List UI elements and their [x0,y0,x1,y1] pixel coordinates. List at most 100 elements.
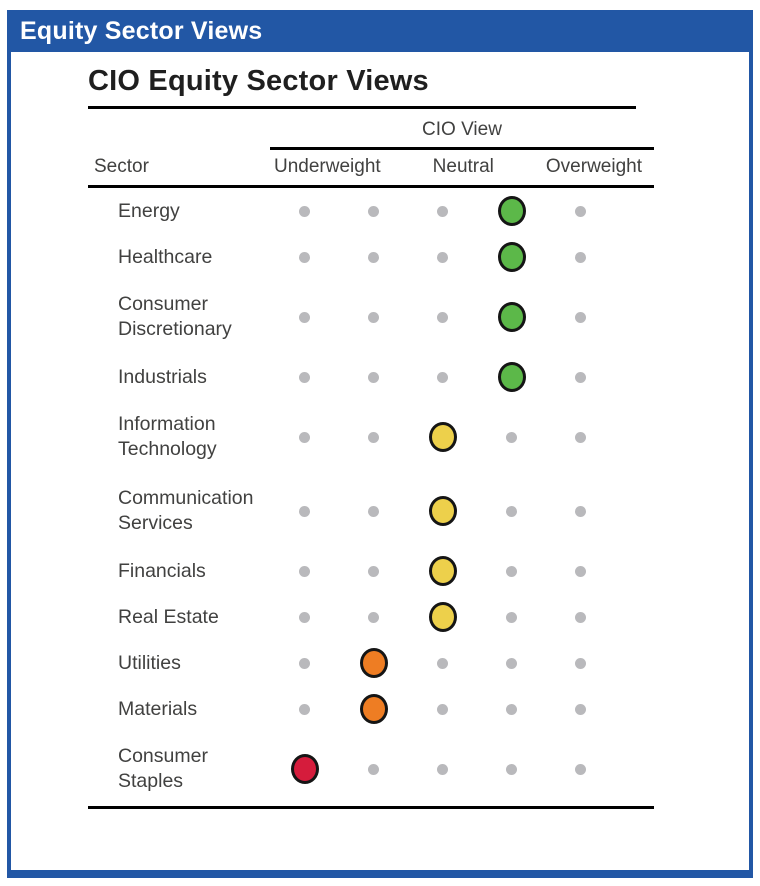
dot-cell [339,196,408,226]
dot-cell [477,496,546,526]
dot-cell [270,242,339,272]
cio-view-header-group: CIO View Underweight Neutral Overweight [270,109,654,185]
rating-dot-active [497,242,526,273]
rating-dot-scale [270,694,615,725]
dot-cell [270,694,339,724]
dot-cell [546,422,615,452]
dot-cell [477,754,546,784]
rating-dot [368,505,379,517]
cio-view-label: CIO View [422,119,502,141]
rating-dot [506,657,517,669]
rating-dot-active [497,362,526,393]
dot-cell [546,754,615,784]
rating-dot [437,763,448,775]
dot-cell [270,556,339,586]
dot-cell [546,196,615,226]
table-row: Communication Services [88,474,654,548]
header-bottom-rule [88,185,654,189]
rating-dot [299,371,310,383]
table-row: Consumer Discretionary [88,280,654,354]
table-title: CIO Equity Sector Views [88,65,429,97]
dot-cell [408,754,477,784]
sector-label: Financials [118,559,206,582]
title-underline [88,106,636,110]
table-bottom-rule [88,806,654,810]
rating-dot [368,205,379,217]
dot-cell [546,496,615,526]
dot-cell [477,302,546,333]
rating-dot [506,431,517,443]
rating-dot [299,611,310,623]
rating-dot-scale [270,602,615,633]
scale-label-overweight: Overweight [545,156,642,178]
dot-cell [546,602,615,632]
rating-dot-scale [270,422,615,453]
sector-label: Materials [118,697,198,720]
dot-cell [477,196,546,227]
dot-cell [270,302,339,332]
dot-cell [270,422,339,452]
rating-dot [437,371,448,383]
rating-dot [575,311,586,323]
rating-dot [299,657,310,669]
dot-cell [408,496,477,527]
sector-label: Industrials [118,365,207,388]
rating-dot-scale [270,302,615,333]
rating-dot [437,251,448,263]
rating-dot-active [359,648,388,679]
sector-column-header: Sector [94,156,149,178]
table-rows: Energy Healthcare Consumer Discretionary In… [88,188,654,806]
dot-cell [477,362,546,393]
rating-dot [575,657,586,669]
rating-dot-scale [270,362,615,393]
dot-cell [408,422,477,453]
dot-cell [546,556,615,586]
rating-dot [437,205,448,217]
rating-dot-scale [270,648,615,679]
dot-cell [270,648,339,678]
dot-cell [408,196,477,226]
rating-dot [506,611,517,623]
rating-dot [437,703,448,715]
dot-cell [339,422,408,452]
rating-dot [575,251,586,263]
dot-cell [477,242,546,273]
rating-dot [437,657,448,669]
rating-dot [575,565,586,577]
dot-cell [270,602,339,632]
rating-dot [368,311,379,323]
rating-dot [368,763,379,775]
rating-dot [575,703,586,715]
table-row: Industrials [88,354,654,400]
panel-title: Equity Sector Views [20,16,263,45]
scale-label-neutral: Neutral [432,156,494,178]
dot-cell [546,362,615,392]
dot-cell [339,754,408,784]
dot-cell [477,648,546,678]
rating-dot [575,611,586,623]
rating-dot [299,505,310,517]
rating-dot [299,205,310,217]
dot-cell [408,694,477,724]
rating-dot [575,205,586,217]
rating-dot-active [428,496,457,527]
sector-label: Healthcare [118,245,213,268]
panel-body: CIO Equity Sector Views Sector CIO View … [11,65,749,810]
sector-label: Utilities [118,651,181,674]
dot-cell [339,302,408,332]
rating-dot-active [428,602,457,633]
rating-dot-scale [270,496,615,527]
dot-cell [270,496,339,526]
sector-label: Real Estate [118,605,219,628]
table-row: Healthcare [88,234,654,280]
table-row: Consumer Staples [88,732,654,806]
sector-label: Information Technology [118,413,217,461]
dot-cell [408,602,477,633]
equity-sector-views-panel: Equity Sector Views CIO Equity Sector Vi… [7,10,753,878]
dot-cell [339,694,408,725]
table-row: Real Estate [88,594,654,640]
rating-dot [506,565,517,577]
sector-label: Energy [118,199,180,222]
rating-dot-active [359,694,388,725]
rating-dot [368,565,379,577]
